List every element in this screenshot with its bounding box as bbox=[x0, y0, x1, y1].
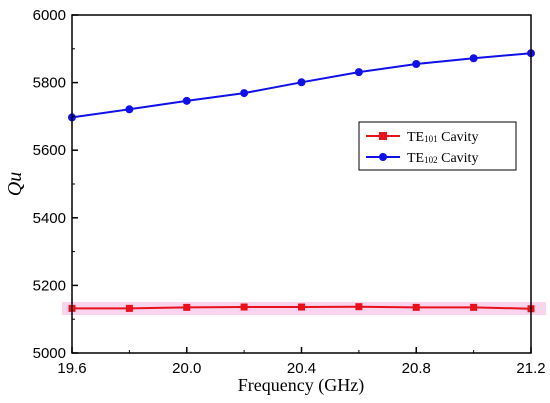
data-point bbox=[469, 54, 478, 63]
y-tick-label: 5000 bbox=[33, 345, 66, 362]
x-tick-label: 19.6 bbox=[57, 360, 86, 377]
data-point bbox=[125, 105, 134, 114]
y-tick-label: 5200 bbox=[33, 277, 66, 294]
data-point bbox=[240, 303, 248, 311]
x-axis-label: Frequency (GHz) bbox=[238, 375, 364, 396]
legend-label-te102: TE102 Cavity bbox=[407, 151, 478, 166]
x-tick-label: 20.0 bbox=[172, 360, 201, 377]
y-tick-label: 6000 bbox=[33, 7, 66, 24]
x-tick-label: 20.8 bbox=[402, 360, 431, 377]
ticks-layer: 19.6 20.0 20.4 20.8 21.2 5000 5200 5400 5600 5800… bbox=[33, 7, 546, 377]
series-layer bbox=[68, 49, 535, 313]
data-point bbox=[297, 78, 306, 87]
legend-item-te101: TE101 Cavity bbox=[366, 130, 478, 145]
data-point bbox=[183, 303, 191, 311]
series-102 bbox=[68, 49, 535, 122]
x-tick-label: 21.2 bbox=[516, 360, 545, 377]
data-point bbox=[355, 303, 363, 311]
legend-item-te102: TE102 Cavity bbox=[366, 151, 478, 166]
legend-box bbox=[358, 121, 517, 171]
data-point bbox=[412, 303, 420, 311]
legend-marker-te102 bbox=[379, 153, 387, 161]
data-point bbox=[125, 304, 133, 312]
x-tick-label: 20.4 bbox=[287, 360, 316, 377]
legend-marker-te101 bbox=[379, 132, 387, 140]
legend: TE101 Cavity TE102 Cavity bbox=[358, 121, 517, 171]
data-point bbox=[298, 303, 305, 311]
y-tick-label: 5800 bbox=[33, 75, 66, 92]
legend-label-te101: TE101 Cavity bbox=[407, 130, 478, 145]
y-tick-label: 5400 bbox=[33, 210, 66, 227]
y-axis-label: Qu bbox=[4, 172, 26, 196]
data-point bbox=[182, 96, 191, 105]
data-point bbox=[470, 303, 478, 311]
data-point bbox=[412, 60, 421, 69]
data-point bbox=[354, 68, 363, 77]
y-tick-label: 5600 bbox=[33, 142, 66, 159]
data-point bbox=[240, 89, 249, 98]
